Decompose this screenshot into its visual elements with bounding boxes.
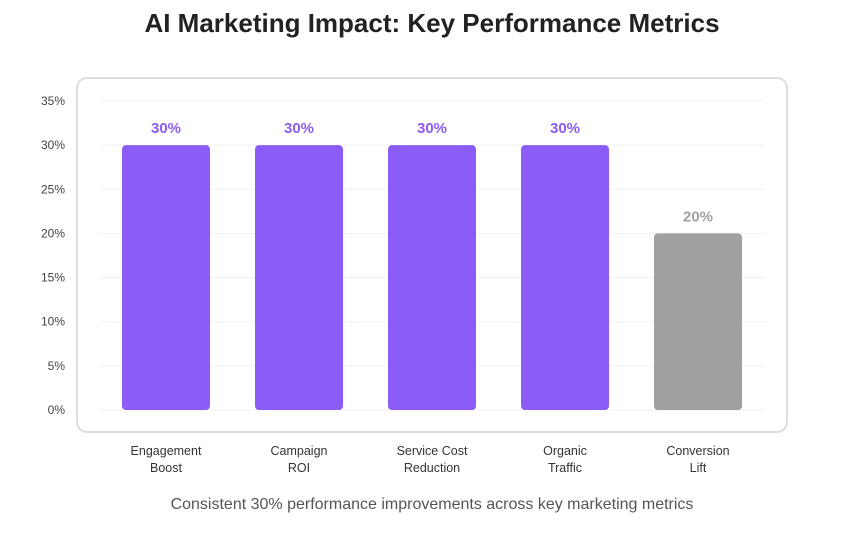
- x-tick-label: Organic Traffic: [543, 444, 587, 475]
- data-label: 30%: [284, 120, 314, 137]
- bar-series: [122, 145, 742, 410]
- x-tick-label-line: Lift: [690, 461, 707, 475]
- y-tick-label: 20%: [41, 226, 65, 240]
- y-tick-label: 15%: [41, 271, 65, 285]
- bar: [255, 145, 343, 410]
- x-tick-label-line: Campaign: [271, 444, 328, 458]
- y-tick-label: 25%: [41, 182, 65, 196]
- x-tick-label-line: Reduction: [404, 461, 460, 475]
- x-axis-ticks: Engagement Boost Campaign ROI Service Cost Re…: [131, 444, 730, 475]
- data-label: 30%: [550, 120, 580, 137]
- chart-title: AI Marketing Impact: Key Performance Met…: [144, 8, 720, 38]
- bar: [521, 145, 609, 410]
- x-tick-label-line: Boost: [150, 461, 182, 475]
- x-tick-label: Campaign ROI: [271, 444, 328, 475]
- x-tick-label-line: Engagement: [131, 444, 202, 458]
- x-tick-label-line: ROI: [288, 461, 310, 475]
- chart-caption: Consistent 30% performance improvements …: [170, 496, 694, 513]
- x-tick-label: Engagement Boost: [131, 444, 202, 475]
- y-tick-label: 30%: [41, 138, 65, 152]
- y-tick-label: 35%: [41, 94, 65, 108]
- y-tick-label: 0%: [48, 403, 66, 417]
- x-tick-label: Conversion Lift: [666, 444, 729, 475]
- y-axis-ticks: 0% 5% 10% 15% 20% 25% 30% 35%: [41, 94, 65, 417]
- x-tick-label-line: Traffic: [548, 461, 582, 475]
- bar: [122, 145, 210, 410]
- x-tick-label-line: Service Cost: [397, 444, 468, 458]
- data-label: 20%: [683, 208, 713, 225]
- y-tick-label: 10%: [41, 315, 65, 329]
- data-labels: 30% 30% 30% 30% 20%: [151, 120, 713, 225]
- y-tick-label: 5%: [48, 359, 66, 373]
- bar: [388, 145, 476, 410]
- x-tick-label-line: Conversion: [666, 444, 729, 458]
- bar: [654, 233, 742, 410]
- data-label: 30%: [417, 120, 447, 137]
- x-tick-label: Service Cost Reduction: [397, 444, 468, 475]
- x-tick-label-line: Organic: [543, 444, 587, 458]
- data-label: 30%: [151, 120, 181, 137]
